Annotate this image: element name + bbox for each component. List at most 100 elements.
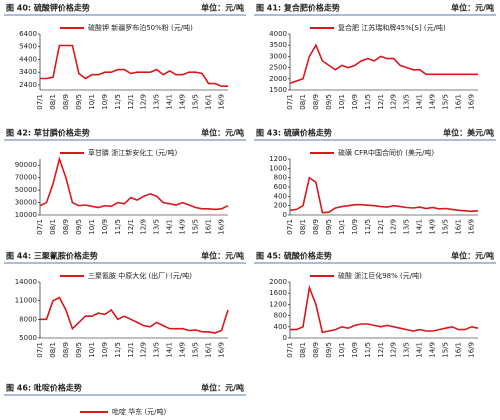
x-tick-label: 10/1 bbox=[338, 219, 346, 235]
price-line bbox=[290, 284, 479, 334]
x-tick-label: 11/5 bbox=[114, 219, 122, 235]
figure-caption: 图 41: 复合肥价格走势 bbox=[256, 3, 340, 13]
x-tick-label: 12/9 bbox=[140, 94, 148, 110]
x-tick-label: 14/1 bbox=[416, 94, 424, 110]
x-tick-label: 14/9 bbox=[179, 219, 187, 235]
y-tick-label: 90000 bbox=[15, 161, 37, 169]
legend-label: 硫磺 CFR中国合同价 (美元/吨) bbox=[338, 148, 434, 157]
figure-caption: 图 45: 硫酸价格走势 bbox=[256, 251, 332, 261]
y-tick-label: 1600 bbox=[269, 289, 287, 297]
x-tick-label: 15/5 bbox=[442, 94, 450, 110]
x-tick-label: 10/1 bbox=[88, 342, 96, 358]
y-tick-label: 2000 bbox=[269, 278, 287, 286]
x-tick-label: 14/9 bbox=[429, 94, 437, 110]
x-tick-label: 14/1 bbox=[166, 94, 174, 110]
x-tick-label: 16/1 bbox=[205, 219, 213, 235]
x-tick-label: 13/5 bbox=[403, 94, 411, 110]
x-tick-label: 14/9 bbox=[179, 342, 187, 358]
x-tick-label: 16/1 bbox=[205, 342, 213, 358]
y-tick-label: 6400 bbox=[19, 30, 37, 38]
x-tick-label: 16/9 bbox=[218, 342, 226, 358]
x-tick-label: 08/9 bbox=[312, 219, 320, 235]
figure-unit: 单位：美元/吨 bbox=[443, 128, 494, 138]
y-tick-label: 4400 bbox=[19, 55, 37, 63]
x-tick-label: 16/1 bbox=[455, 219, 463, 235]
x-tick-label: 07/1 bbox=[286, 342, 294, 358]
x-tick-label: 16/9 bbox=[468, 94, 476, 110]
x-tick-label: 16/1 bbox=[455, 94, 463, 110]
x-tick-label: 07/1 bbox=[286, 94, 294, 110]
x-tick-label: 15/5 bbox=[192, 342, 200, 358]
x-tick-label: 14/9 bbox=[429, 219, 437, 235]
figure-caption: 图 43: 硫磺价格走势 bbox=[256, 128, 332, 138]
x-tick-label: 08/9 bbox=[312, 342, 320, 358]
x-tick-label: 12/1 bbox=[127, 342, 135, 358]
x-tick-label: 10/1 bbox=[338, 342, 346, 358]
x-tick-label: 10/9 bbox=[101, 219, 109, 235]
y-tick-label: 800 bbox=[274, 174, 287, 182]
y-tick-label: 1200 bbox=[269, 155, 287, 163]
x-tick-label: 10/1 bbox=[338, 94, 346, 110]
x-tick-label: 16/1 bbox=[205, 94, 213, 110]
x-tick-label: 13/5 bbox=[403, 219, 411, 235]
y-tick-label: 0 bbox=[283, 211, 287, 219]
x-tick-label: 11/5 bbox=[114, 94, 122, 110]
x-tick-label: 15/5 bbox=[192, 94, 200, 110]
figure-unit: 单位：元/吨 bbox=[451, 251, 494, 261]
figure-unit: 单位：元/吨 bbox=[201, 128, 244, 138]
legend-label: 硫酸钾 新疆罗布泊50%粉 (元/吨) bbox=[88, 23, 193, 32]
y-tick-label: 2000 bbox=[269, 75, 287, 83]
x-tick-label: 11/5 bbox=[364, 94, 372, 110]
x-tick-label: 10/1 bbox=[88, 219, 96, 235]
x-tick-label: 14/1 bbox=[166, 342, 174, 358]
x-tick-label: 09/5 bbox=[325, 342, 333, 358]
x-tick-label: 12/9 bbox=[390, 219, 398, 235]
x-tick-label: 09/5 bbox=[75, 94, 83, 110]
x-tick-label: 10/9 bbox=[351, 94, 359, 110]
x-tick-label: 08/1 bbox=[49, 342, 57, 358]
x-tick-label: 16/1 bbox=[455, 342, 463, 358]
x-tick-label: 12/9 bbox=[390, 342, 398, 358]
x-tick-label: 08/1 bbox=[49, 94, 57, 110]
x-tick-label: 07/1 bbox=[36, 94, 44, 110]
y-tick-label: 14000 bbox=[15, 278, 37, 286]
x-tick-label: 13/5 bbox=[153, 342, 161, 358]
x-tick-label: 10/9 bbox=[351, 342, 359, 358]
y-tick-label: 5000 bbox=[19, 334, 37, 342]
y-tick-label: 5400 bbox=[19, 43, 37, 51]
y-tick-label: 1500 bbox=[269, 86, 287, 94]
x-tick-label: 10/9 bbox=[351, 219, 359, 235]
x-tick-label: 07/1 bbox=[36, 219, 44, 235]
x-tick-label: 16/9 bbox=[468, 219, 476, 235]
y-tick-label: 50000 bbox=[15, 186, 37, 194]
x-tick-label: 08/1 bbox=[299, 219, 307, 235]
legend-label: 吡啶 华东 (元/吨) bbox=[112, 407, 167, 416]
y-tick-label: 3500 bbox=[269, 41, 287, 49]
y-tick-label: 400 bbox=[274, 323, 287, 331]
x-tick-label: 15/5 bbox=[442, 342, 450, 358]
x-tick-label: 16/9 bbox=[218, 219, 226, 235]
x-tick-label: 13/5 bbox=[153, 94, 161, 110]
price-line bbox=[39, 156, 229, 211]
x-tick-label: 09/5 bbox=[75, 219, 83, 235]
y-tick-label: 70000 bbox=[15, 174, 37, 182]
legend-label: 三聚氰胺 中原大化 (出厂) (元/吨) bbox=[88, 271, 192, 280]
x-tick-label: 14/1 bbox=[416, 219, 424, 235]
price-line bbox=[289, 176, 479, 214]
price-line bbox=[40, 296, 229, 334]
legend-label: 复合肥 江苏瑞和牌45%[S] (元/吨) bbox=[338, 23, 446, 32]
figure-caption: 图 42: 草甘膦价格走势 bbox=[6, 128, 90, 138]
x-tick-label: 08/9 bbox=[62, 219, 70, 235]
y-tick-label: 2400 bbox=[19, 81, 37, 89]
x-tick-label: 09/5 bbox=[75, 342, 83, 358]
x-tick-label: 12/1 bbox=[127, 94, 135, 110]
x-tick-label: 14/9 bbox=[179, 94, 187, 110]
figure-unit: 单位：元/吨 bbox=[201, 3, 244, 13]
x-tick-label: 12/1 bbox=[377, 219, 385, 235]
x-tick-label: 09/5 bbox=[325, 94, 333, 110]
x-tick-label: 16/9 bbox=[468, 342, 476, 358]
x-tick-label: 10/1 bbox=[88, 94, 96, 110]
x-tick-label: 12/1 bbox=[377, 342, 385, 358]
x-tick-label: 16/9 bbox=[218, 94, 226, 110]
